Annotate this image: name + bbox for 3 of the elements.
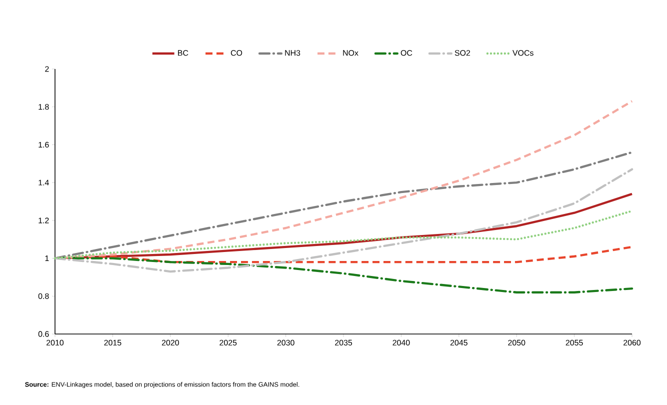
line-series	[54, 257, 634, 294]
line-series	[54, 210, 634, 260]
line-series	[54, 168, 634, 273]
